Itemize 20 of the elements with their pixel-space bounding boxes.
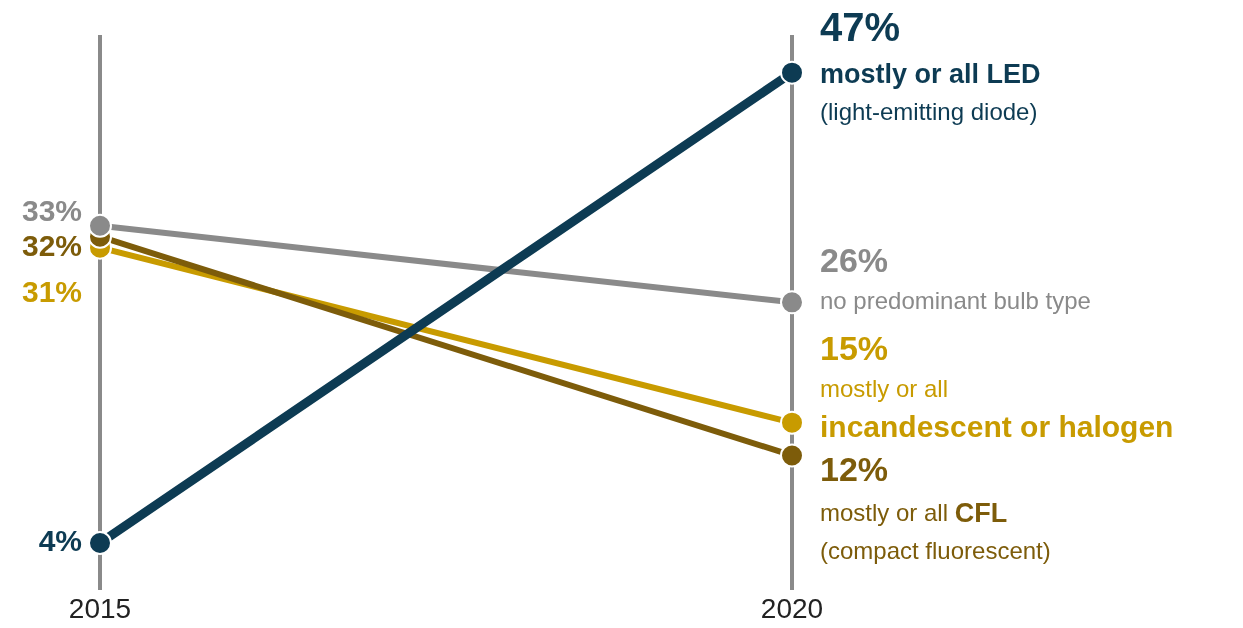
point bbox=[780, 290, 804, 315]
data-label: 47% bbox=[820, 5, 901, 50]
data-label: 26% bbox=[820, 241, 889, 280]
point bbox=[780, 60, 804, 85]
point bbox=[88, 213, 112, 238]
point bbox=[88, 530, 112, 555]
data-label: 4% bbox=[38, 523, 82, 557]
series-label: mostly or all LED (light-emitting diode) bbox=[820, 58, 1041, 125]
point bbox=[780, 443, 804, 468]
series-label: mostly or all incandescent or halogen bbox=[820, 374, 1174, 443]
x-tick-label: 2020 bbox=[760, 592, 824, 624]
series-label: no predominant bulb type bbox=[820, 286, 1091, 314]
series-label: mostly or all CFL (compact fluorescent) bbox=[820, 498, 1051, 564]
data-label: 12% bbox=[820, 450, 889, 489]
data-label: 31% bbox=[21, 274, 82, 308]
data-label: 33% bbox=[21, 193, 82, 227]
x-tick-label: 2015 bbox=[68, 592, 132, 624]
point bbox=[780, 410, 804, 435]
data-label: 32% bbox=[21, 228, 82, 262]
data-label: 15% bbox=[820, 328, 889, 367]
